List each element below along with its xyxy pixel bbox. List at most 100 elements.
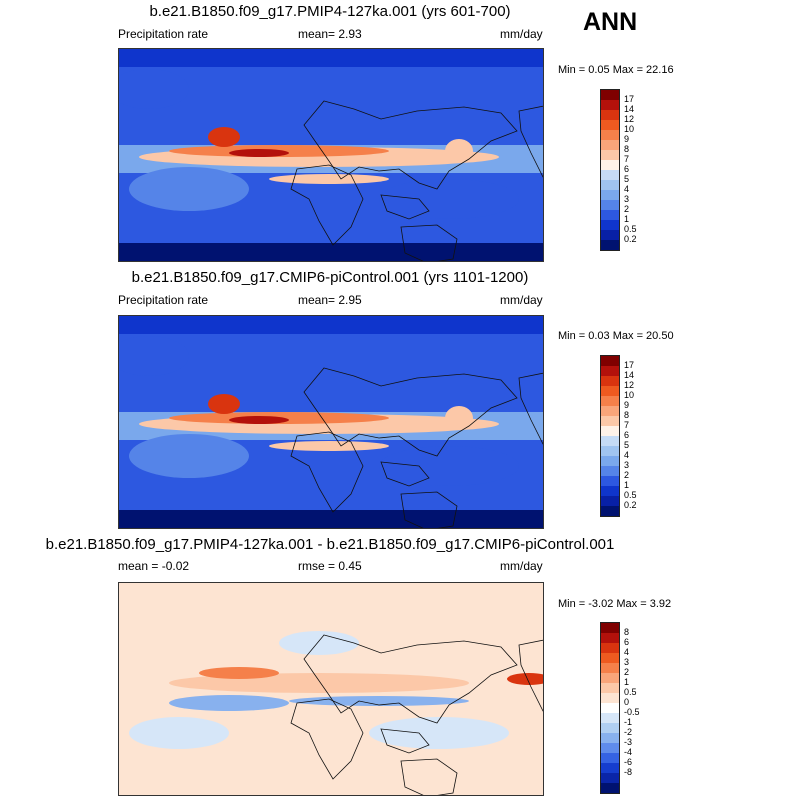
coastline: [290, 431, 364, 513]
panel-3-rmse-label: rmse = 0.45: [298, 559, 362, 573]
colorbar-tick-label: 7: [624, 420, 630, 430]
colorbar-swatch: [601, 763, 619, 773]
precip-field-region: [199, 667, 279, 679]
colorbar-swatch: [601, 643, 619, 653]
colorbar-tick-label: 4: [624, 450, 630, 460]
panel-2-mean-label: mean= 2.95: [298, 293, 362, 307]
colorbar-swatch: [601, 386, 619, 396]
colorbar-swatch: [601, 150, 619, 160]
precip-field-region: [369, 717, 509, 749]
precip-field-region: [208, 127, 240, 147]
colorbar-tick-label: 3: [624, 460, 630, 470]
colorbar-tick-label: 1: [624, 677, 630, 687]
colorbar-swatch: [601, 633, 619, 643]
precip-field-region: [269, 441, 389, 451]
colorbar-swatch: [601, 753, 619, 763]
colorbar-tick-label: -0.5: [624, 707, 640, 717]
colorbar-tick-label: 5: [624, 174, 630, 184]
coastline: [380, 728, 430, 754]
panel-1-units-label: mm/day: [500, 27, 543, 41]
precip-field-region: [229, 149, 289, 157]
colorbar-swatch: [601, 190, 619, 200]
colorbar-tick-label: -8: [624, 767, 633, 777]
colorbar-swatch: [601, 723, 619, 733]
colorbar-swatch: [601, 210, 619, 220]
colorbar-swatches: [600, 89, 620, 251]
panel-3-title: b.e21.B1850.f09_g17.PMIP4-127ka.001 - b.…: [45, 536, 615, 553]
colorbar-tick-label: 9: [624, 400, 630, 410]
colorbar-tick-label: 1: [624, 480, 630, 490]
colorbar-tick-label: 17: [624, 360, 635, 370]
colorbar-tick-label: -3: [624, 737, 633, 747]
coastline: [380, 461, 430, 487]
colorbar-tick-label: 17: [624, 94, 635, 104]
colorbar-tick-label: 4: [624, 647, 630, 657]
panel-2-map: [118, 315, 544, 529]
colorbar-swatch: [601, 90, 619, 100]
panel-2-units-label: mm/day: [500, 293, 543, 307]
colorbar-tick-label: 10: [624, 390, 635, 400]
colorbar-swatch: [601, 693, 619, 703]
colorbar-swatch: [601, 120, 619, 130]
colorbar-swatch: [601, 683, 619, 693]
colorbar-swatch: [601, 733, 619, 743]
precip-field-region: [445, 406, 473, 430]
colorbar-swatch: [601, 783, 619, 793]
colorbar-swatch: [601, 200, 619, 210]
colorbar-tick-label: -1: [624, 717, 633, 727]
colorbar-tick-label: 14: [624, 104, 635, 114]
colorbar-tick-label: -6: [624, 757, 633, 767]
colorbar-tick-label: 2: [624, 667, 630, 677]
precip-field-region: [129, 167, 249, 211]
colorbar-swatch: [601, 653, 619, 663]
coastline: [400, 758, 458, 795]
colorbar-tick-label: 0.5: [624, 224, 637, 234]
colorbar-swatches: [600, 355, 620, 517]
colorbar-tick-label: 3: [624, 657, 630, 667]
coastline: [518, 372, 543, 445]
panel-3-minmax: Min = -3.02 Max = 3.92: [558, 598, 672, 610]
panel-1-mean-label: mean= 2.93: [298, 27, 362, 41]
precip-field-region: [119, 336, 189, 376]
panel-3-map: [118, 582, 544, 796]
colorbar-swatch: [601, 426, 619, 436]
precip-field-region: [379, 179, 519, 219]
colorbar-tick-label: 14: [624, 370, 635, 380]
precip-field-region: [289, 696, 469, 706]
colorbar-swatch: [601, 446, 619, 456]
colorbar-swatch: [601, 100, 619, 110]
colorbar-tick-label: 0.5: [624, 490, 637, 500]
coastline: [303, 100, 518, 190]
precip-field-region: [119, 316, 543, 334]
colorbar-swatch: [601, 230, 619, 240]
colorbar-tick-label: 3: [624, 194, 630, 204]
colorbar-swatch: [601, 160, 619, 170]
coastline: [518, 105, 543, 178]
colorbar-swatch: [601, 396, 619, 406]
coastline: [518, 639, 543, 712]
colorbar-swatch: [601, 743, 619, 753]
precip-field-region: [129, 434, 249, 478]
panel-1-title: b.e21.B1850.f09_g17.PMIP4-127ka.001 (yrs…: [149, 3, 511, 20]
coastline: [303, 367, 518, 457]
colorbar-swatch: [601, 416, 619, 426]
colorbar-swatch: [601, 436, 619, 446]
colorbar-swatch: [601, 773, 619, 783]
panel-2-variable-label: Precipitation rate: [118, 293, 209, 307]
colorbar-swatch: [601, 476, 619, 486]
colorbar-tick-label: 1: [624, 214, 630, 224]
precip-field-region: [269, 174, 389, 184]
colorbar-swatch: [601, 130, 619, 140]
colorbar-tick-label: 0.5: [624, 687, 637, 697]
colorbar-swatch: [601, 240, 619, 250]
colorbar-swatch: [601, 673, 619, 683]
colorbar-tick-label: -4: [624, 747, 633, 757]
precip-field-region: [119, 69, 189, 109]
precip-field-region: [229, 416, 289, 424]
precip-field-region: [129, 717, 229, 749]
precip-field-region: [169, 695, 289, 711]
colorbar-tick-label: 4: [624, 184, 630, 194]
coastline: [380, 194, 430, 220]
colorbar-swatch: [601, 456, 619, 466]
colorbar-tick-label: 6: [624, 637, 630, 647]
